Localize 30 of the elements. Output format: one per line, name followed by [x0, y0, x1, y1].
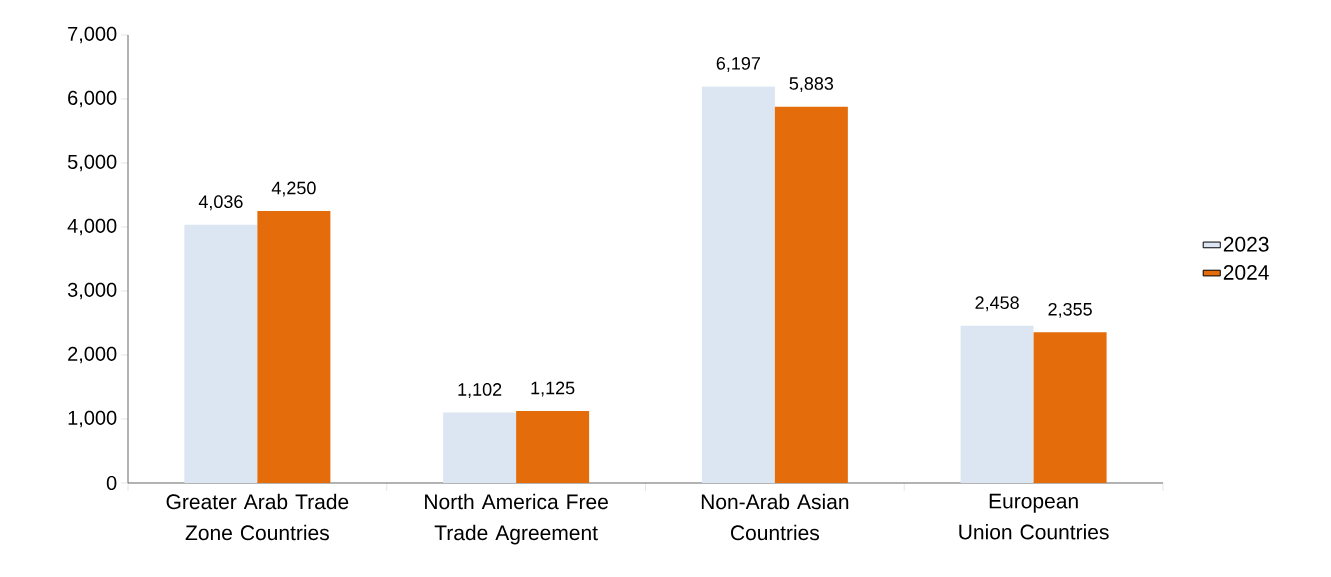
- data-label: 4,250: [271, 181, 316, 197]
- bar: [701, 86, 775, 483]
- data-label: 1,102: [458, 383, 502, 398]
- data-label: 4,036: [198, 195, 243, 211]
- y-tick-label: 5,000: [67, 154, 117, 172]
- x-tick-label: Greater Arab Trade Zone Countries: [166, 493, 349, 541]
- bar: [960, 325, 1034, 483]
- y-tick-label: 3,000: [67, 282, 117, 300]
- y-tick-label: 1,000: [68, 410, 117, 428]
- bar: [516, 410, 590, 483]
- data-label: 5,883: [789, 77, 834, 92]
- bar: [774, 106, 848, 483]
- y-tick-label: 0: [106, 475, 117, 491]
- x-tick-label: Non-Arab Asian Countries: [701, 493, 849, 541]
- data-label: 2,458: [975, 296, 1019, 312]
- x-tick-label: European Union Countries: [959, 493, 1109, 540]
- x-tick-label: North America Free Trade Agreement: [425, 493, 608, 545]
- legend-label: 2023: [1223, 236, 1269, 252]
- legend-label: 2024: [1223, 264, 1269, 280]
- bar: [1033, 332, 1107, 483]
- y-tick-label: 4,000: [67, 218, 117, 236]
- bar: [257, 210, 331, 483]
- y-tick-label: 7,000: [68, 26, 117, 44]
- bar: [184, 224, 258, 483]
- data-label: 6,197: [716, 57, 760, 72]
- data-label: 1,125: [531, 381, 575, 397]
- bar: [443, 412, 517, 483]
- y-tick-label: 2,000: [68, 346, 117, 364]
- y-tick-label: 6,000: [68, 90, 117, 108]
- data-label: 2,355: [1048, 302, 1092, 318]
